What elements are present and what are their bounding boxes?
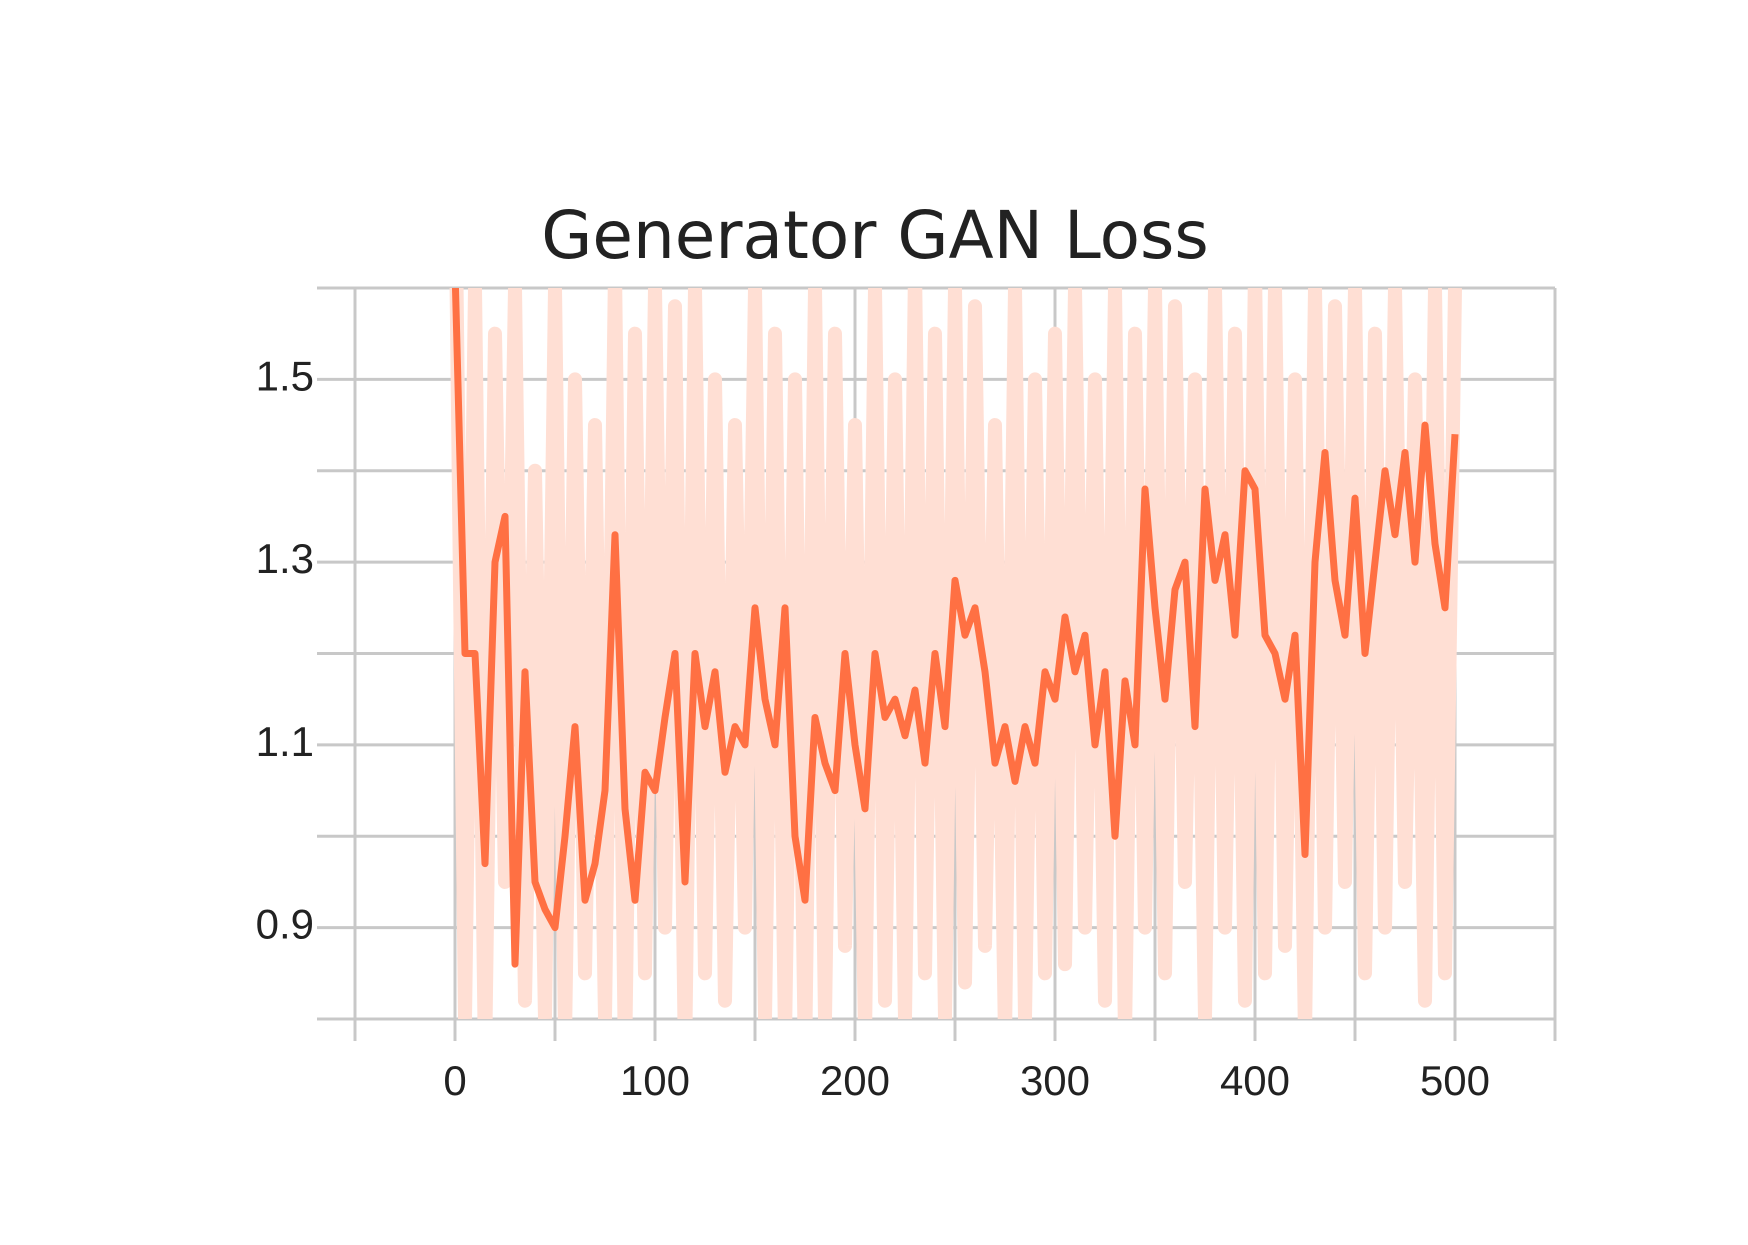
x-tick-label: 100 xyxy=(620,1057,690,1104)
smoothed-line xyxy=(451,288,1459,968)
x-tick-label: 200 xyxy=(820,1057,890,1104)
y-tick-label: 1.3 xyxy=(256,535,314,582)
x-tick-label: 300 xyxy=(1020,1057,1090,1104)
y-tick-label: 1.1 xyxy=(256,718,314,765)
y-tick-label: 1.5 xyxy=(256,352,314,399)
chart-title: Generator GAN Loss xyxy=(541,197,1209,274)
y-tick-label: 0.9 xyxy=(256,901,314,948)
plot-area xyxy=(449,288,1462,1019)
x-tick-label: 400 xyxy=(1220,1057,1290,1104)
x-tick-label: 0 xyxy=(443,1057,466,1104)
x-tick-label: 500 xyxy=(1420,1057,1490,1104)
